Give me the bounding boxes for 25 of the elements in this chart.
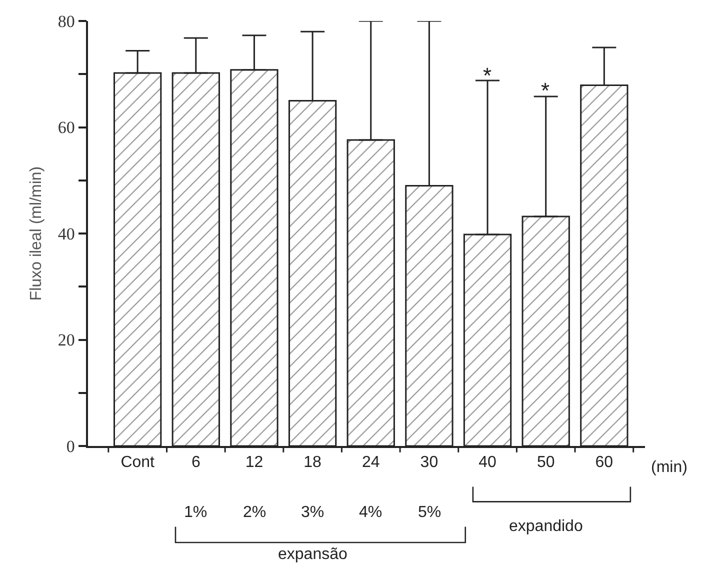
x-tick-label: 40 xyxy=(478,454,497,471)
y-tick-label: 40 xyxy=(58,224,75,244)
text: expandido xyxy=(509,518,583,535)
annotation: * xyxy=(483,63,492,88)
x-tick-label: 6 xyxy=(191,454,200,471)
text: 2% xyxy=(243,504,266,521)
text: 5% xyxy=(418,504,442,521)
x-tick-label: 24 xyxy=(362,454,380,471)
y-tick-label: 60 xyxy=(58,118,75,138)
y-tick-label: 0 xyxy=(66,436,75,456)
x-tick-label: 50 xyxy=(536,454,555,471)
text: 4% xyxy=(359,504,382,521)
y-tick-label: 80 xyxy=(58,12,75,31)
x-tick-label: 30 xyxy=(420,454,438,471)
text: (min) xyxy=(651,459,688,476)
text: 3% xyxy=(301,504,324,521)
x-tick-label: 18 xyxy=(304,454,322,471)
text: 1% xyxy=(184,504,208,521)
x-tick-label: 60 xyxy=(595,454,614,471)
y-tick-label: 20 xyxy=(58,330,75,350)
x-tick-label: 12 xyxy=(245,454,264,471)
annotation: * xyxy=(541,78,550,103)
y-axis-title: Fluxo ileal (ml/min) xyxy=(28,166,46,301)
x-tick-label: Cont xyxy=(120,454,156,471)
text: expansão xyxy=(278,546,348,563)
